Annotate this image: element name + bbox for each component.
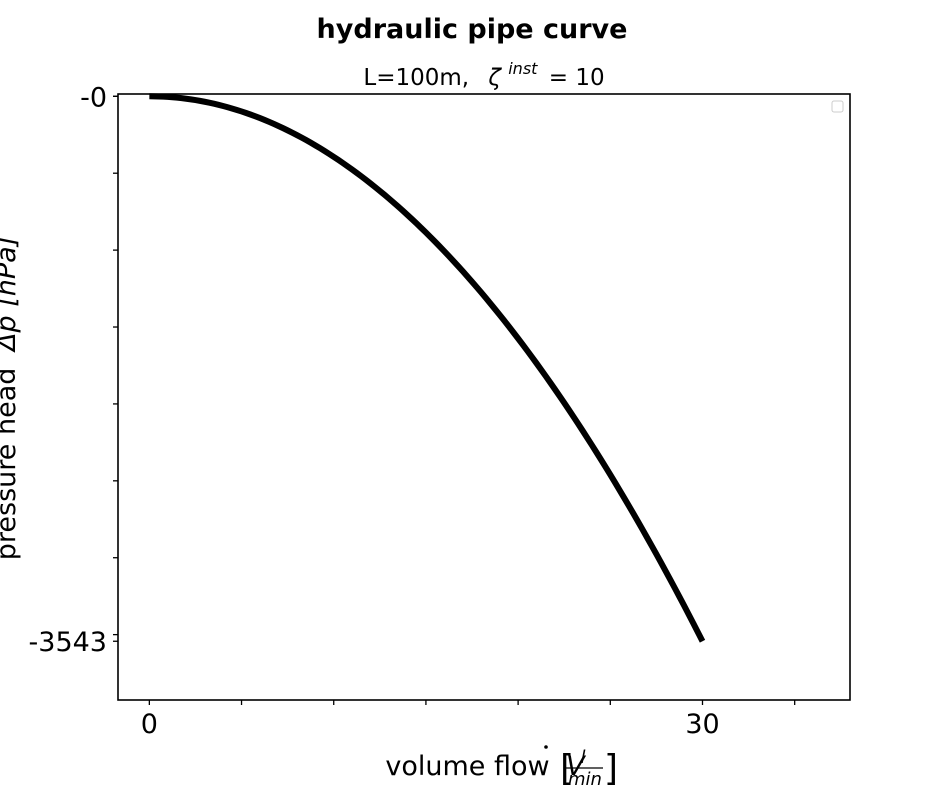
x-label-dot xyxy=(544,745,548,749)
plot-area-frame xyxy=(117,93,851,701)
x-tick-label: 30 xyxy=(685,709,719,740)
subtitle-suffix: = 10 xyxy=(549,65,605,91)
subtitle-sup: inst xyxy=(508,59,538,78)
y-axis-label: pressure head Δp [hPa] xyxy=(0,236,22,560)
legend-box xyxy=(831,100,844,113)
y-tick-label: -0 xyxy=(80,82,107,113)
y-label-symbol: Δp xyxy=(0,315,22,353)
series-line xyxy=(149,93,706,643)
x-label-symbol: V xyxy=(566,751,587,782)
chart-subtitle: L=100m, ζ inst = 10 xyxy=(363,54,604,91)
axis-tick-labels: 0 30 -0 -3543 xyxy=(29,82,720,740)
y-label-prefix: pressure head xyxy=(0,368,22,561)
x-label-bracket-right: ] xyxy=(604,748,618,787)
series-group xyxy=(149,93,706,643)
x-label-unit-numerator: l xyxy=(580,747,585,768)
chart-title: hydraulic pipe curve xyxy=(317,14,628,45)
y-label-unit: [hPa] xyxy=(0,236,22,307)
subtitle-zeta: ζ xyxy=(487,65,502,91)
x-label-prefix: volume flow xyxy=(385,751,549,782)
axis-ticks xyxy=(113,95,796,705)
x-axis-label: volume flow V xyxy=(385,751,587,782)
y-tick-label: -3543 xyxy=(29,627,107,658)
x-tick-label: 0 xyxy=(141,709,158,740)
subtitle-prefix: L=100m, xyxy=(363,65,469,91)
x-label-unit-denominator: min xyxy=(568,769,602,787)
